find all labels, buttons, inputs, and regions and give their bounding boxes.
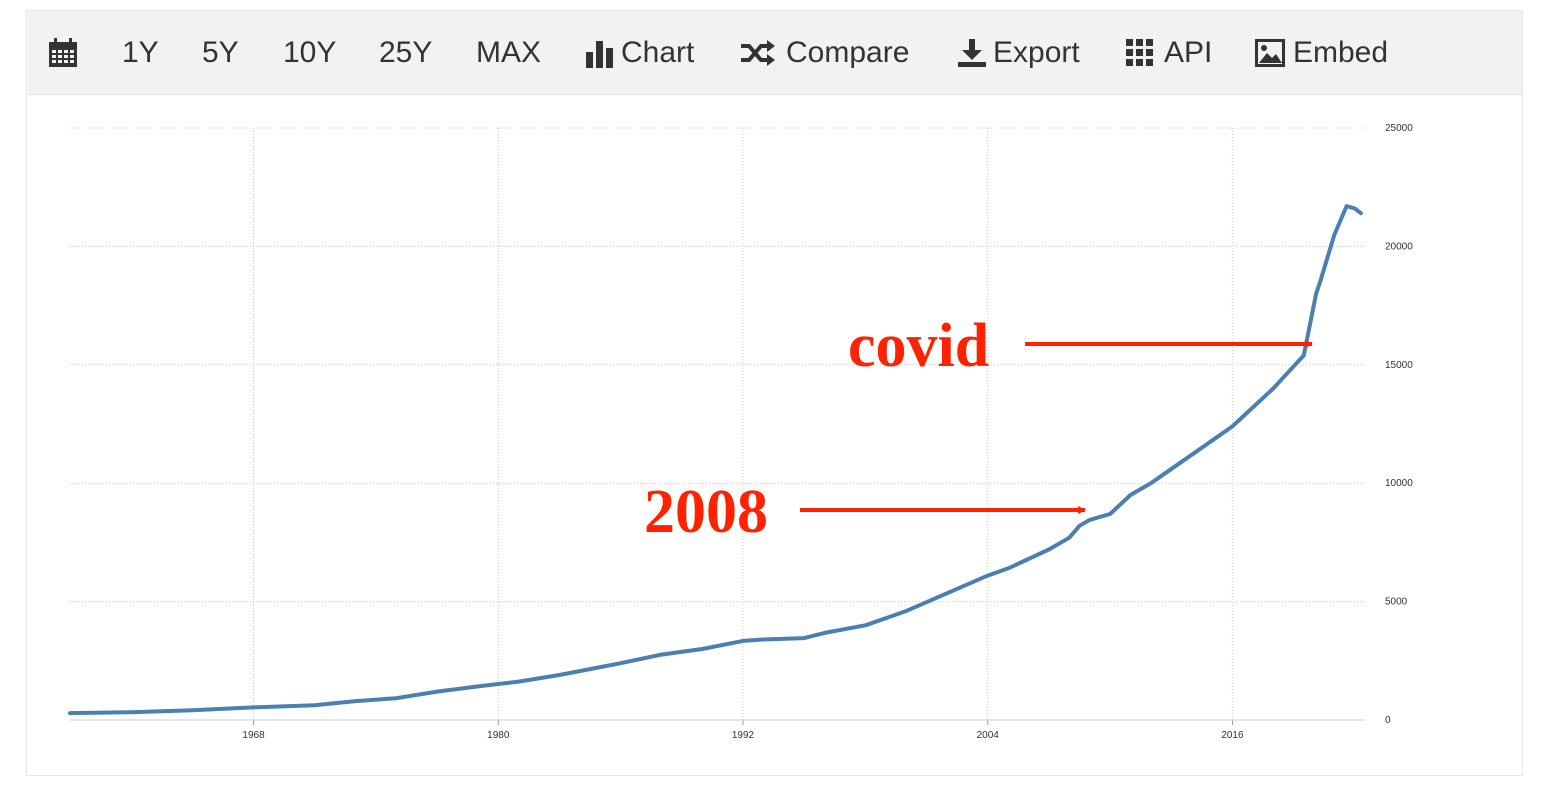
y-tick-label: 5000 (1385, 597, 1408, 608)
range-1y-button[interactable]: 1Y (122, 35, 159, 69)
range-25y-label: 25Y (379, 35, 433, 69)
y-tick-label: 25000 (1385, 123, 1413, 134)
y-tick-label: 15000 (1385, 360, 1413, 371)
chart-frame (26, 10, 1523, 776)
embed-button-label: Embed (1293, 35, 1389, 69)
shuffle-icon (741, 39, 775, 66)
api-button[interactable]: API (1126, 35, 1213, 69)
series-layer (68, 204, 1363, 716)
embed-button[interactable]: Embed (1255, 35, 1389, 69)
annotation-label: covid (848, 312, 989, 380)
image-icon (1255, 38, 1285, 67)
chart-button[interactable]: Chart (585, 35, 695, 69)
range-5y-label: 5Y (202, 35, 239, 69)
bar-chart-icon (586, 40, 613, 68)
y-tick-label: 0 (1385, 715, 1391, 726)
range-5y-button[interactable]: 5Y (202, 35, 239, 69)
x-tick-label: 1992 (732, 730, 755, 741)
y-tick-label: 10000 (1385, 478, 1413, 489)
compare-button-label: Compare (786, 35, 910, 69)
annotation-layer: covid 2008 (644, 312, 1313, 546)
range-1y-label: 1Y (122, 35, 159, 69)
range-max-button[interactable]: MAX (476, 35, 542, 69)
api-button-label: API (1164, 35, 1213, 69)
download-icon (958, 38, 986, 67)
range-25y-button[interactable]: 25Y (379, 35, 433, 69)
grid-lines (70, 127, 1365, 725)
calendar-icon (49, 37, 77, 67)
chart-button-label: Chart (621, 35, 695, 69)
export-button-label: Export (993, 35, 1080, 69)
calendar-button[interactable] (48, 37, 78, 68)
compare-button[interactable]: Compare (740, 35, 910, 69)
range-max-label: MAX (476, 35, 542, 69)
grid-icon (1126, 38, 1153, 66)
x-tick-label: 2016 (1221, 730, 1244, 741)
annotation-label: 2008 (644, 478, 768, 546)
range-10y-label: 10Y (283, 35, 337, 69)
chart-toolbar: 1Y 5Y 10Y 25Y MAX Chart Compare Export (28, 11, 1522, 95)
x-tick-label: 2004 (977, 730, 1000, 741)
x-tick-label: 1968 (242, 730, 265, 741)
y-tick-label: 20000 (1385, 241, 1413, 252)
axis-tick-labels: 0 5000 10000 15000 20000 25000 1968 1980 1992 200… (242, 123, 1413, 741)
range-10y-button[interactable]: 10Y (283, 35, 337, 69)
series-line (68, 204, 1363, 716)
x-tick-label: 1980 (487, 730, 510, 741)
export-button[interactable]: Export (957, 35, 1080, 69)
